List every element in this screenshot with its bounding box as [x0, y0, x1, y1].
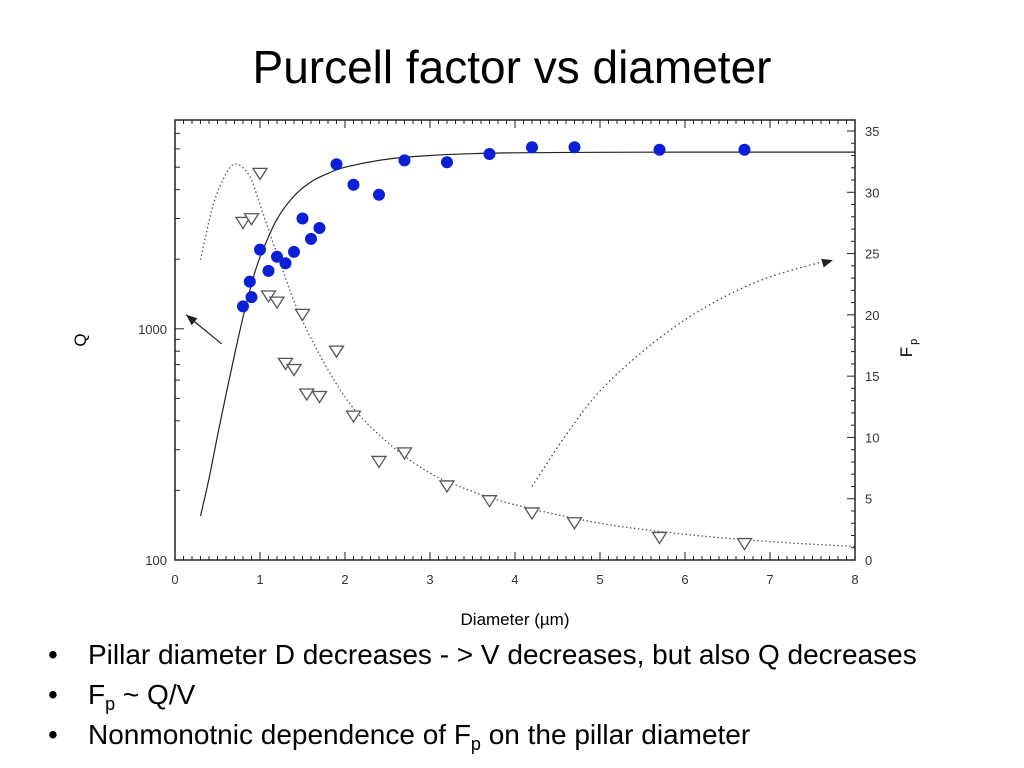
q-data-point: [398, 154, 411, 167]
fp-data-point: [566, 517, 583, 530]
y-right-tick-label: 30: [865, 185, 879, 200]
fp-points: [234, 167, 753, 551]
arrow-head: [186, 314, 198, 326]
fp-data-point: [523, 507, 541, 521]
q-data-point: [279, 257, 292, 270]
fp-data-point: [234, 216, 252, 230]
q-data-point: [483, 148, 496, 161]
q-data-point: [254, 243, 266, 256]
x-tick-label: 5: [596, 572, 603, 587]
axis-ticks: [174, 119, 856, 561]
x-tick-label: 8: [851, 572, 858, 587]
bullet-dot: •: [48, 679, 58, 710]
right-axis-arrow: [531, 261, 822, 487]
y-left-tick-label: 1000: [138, 322, 167, 337]
y-left-tick-label: 100: [145, 553, 167, 568]
y-axis-left-label: Q: [71, 333, 90, 346]
q-data-point: [568, 141, 581, 154]
x-tick-label: 1: [256, 572, 263, 587]
bullet-text-post: on the pillar diameter: [480, 719, 751, 750]
q-data-point: [305, 232, 317, 245]
fp-data-point: [396, 447, 413, 461]
fp-data-point: [345, 410, 362, 424]
slide-title: Purcell factor vs diameter: [252, 41, 772, 93]
q-data-point: [441, 156, 453, 169]
fp-data-point: [481, 495, 498, 508]
bullet-item: • Nonmonotnic dependence of Fp on the pi…: [48, 718, 1008, 758]
fp-data-point: [736, 537, 753, 551]
q-data-point: [653, 143, 666, 156]
y-right-tick-label: 20: [865, 308, 879, 323]
q-data-point: [738, 143, 751, 156]
annotation-arrows: [185, 258, 833, 487]
fp-data-point: [370, 455, 388, 469]
fp-data-point: [294, 308, 311, 322]
fp-data-point: [651, 531, 668, 545]
q-data-point: [262, 264, 275, 277]
fp-data-point: [311, 390, 328, 404]
q-data-point: [347, 178, 360, 191]
y-right-tick-label: 10: [865, 430, 879, 445]
bullet-list: • Pillar diameter D decreases - > V decr…: [48, 638, 1008, 758]
bullet-dot: •: [48, 719, 58, 750]
fp-data-point: [243, 213, 260, 226]
q-fit-curve: [199, 151, 855, 517]
q-data-point: [526, 141, 538, 154]
x-tick-label: 3: [426, 572, 433, 587]
q-data-point: [237, 300, 249, 313]
bullet-text: Fp ~ Q/V: [88, 678, 196, 714]
fp-fit-curve: [199, 163, 856, 548]
q-data-point: [313, 221, 326, 234]
q-points: [237, 141, 751, 313]
q-data-point: [296, 212, 309, 225]
bullet-text-pre: Nonmonotnic dependence of F: [88, 719, 471, 750]
y-axis-right-label-main: F: [897, 347, 916, 357]
x-tick-label: 7: [766, 572, 773, 587]
q-data-point: [243, 275, 256, 288]
x-tick-label: 0: [171, 572, 178, 587]
plot-frame: [174, 119, 856, 561]
bullet-text: Pillar diameter D decreases - > V decrea…: [88, 639, 917, 670]
x-tick-label: 2: [341, 572, 348, 587]
y-axis-right-label-sub: p: [908, 339, 920, 345]
y-right-tick-label: 15: [865, 369, 879, 384]
fp-data-point: [328, 345, 345, 359]
q-data-point: [373, 188, 385, 201]
x-tick-label: 6: [681, 572, 688, 587]
bullet-text-post: ~ Q/V: [115, 679, 196, 710]
fp-data-point: [438, 480, 456, 494]
fp-data-point: [251, 167, 269, 181]
fp-data-point: [298, 388, 315, 402]
y-right-tick-label: 5: [865, 492, 872, 507]
y-right-tick-label: 25: [865, 247, 879, 262]
bullet-text: Nonmonotnic dependence of Fp on the pill…: [88, 718, 751, 754]
x-tick-label: 4: [511, 572, 518, 587]
y-axis-right-label: Fp: [897, 339, 920, 358]
bullet-dot: •: [48, 639, 58, 670]
q-data-point: [271, 250, 283, 263]
tick-labels: 0 1 2 3 4 5 6 7 8 100 1000 0 5 10 15 20 25 30 35: [138, 124, 879, 587]
q-data-point: [245, 291, 258, 304]
bullet-subscript: p: [105, 694, 116, 714]
q-data-point: [330, 158, 343, 171]
fp-data-point: [268, 296, 286, 310]
y-right-tick-label: 0: [865, 553, 872, 568]
purcell-chart: 0 1 2 3 4 5 6 7 8 100 1000 0 5 10 15 20 25 30 35 Diameter …: [71, 119, 920, 629]
bullet-text-pre: F: [88, 679, 106, 710]
bullet-item: • Pillar diameter D decreases - > V decr…: [48, 638, 1008, 678]
y-right-tick-label: 35: [865, 124, 879, 139]
x-axis-label: Diameter (µm): [461, 610, 570, 629]
arrow-head: [821, 258, 833, 268]
q-data-point: [288, 245, 300, 258]
fp-data-point: [285, 363, 303, 377]
bullet-subscript: p: [470, 734, 481, 754]
bullet-item: • Fp ~ Q/V: [48, 678, 1008, 718]
